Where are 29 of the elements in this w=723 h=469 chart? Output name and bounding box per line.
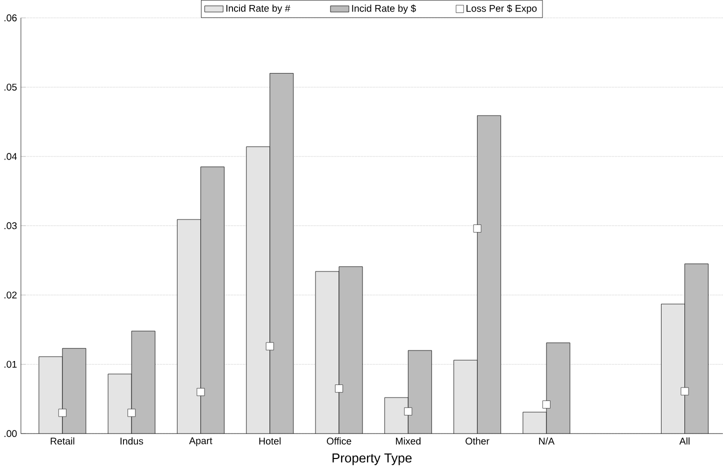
x-tick-label: Other (466, 438, 490, 445)
y-tick-label: .05 (4, 84, 17, 91)
point (128, 408, 136, 417)
y-tick-label: .04 (4, 153, 17, 160)
y-tick-label: .02 (4, 292, 17, 299)
point (266, 342, 274, 350)
y-tick-label: .00 (4, 430, 17, 438)
y-tick-label: .03 (4, 222, 17, 230)
x-tick-label: Retail (50, 438, 74, 445)
legend-label: Incid Rate by $ (352, 4, 416, 14)
point (680, 387, 689, 396)
y-tick-label: .01 (4, 360, 17, 368)
point (335, 384, 344, 393)
x-tick-label: All (679, 438, 690, 445)
legend-label: Loss Per $ Expo (466, 4, 537, 14)
x-tick-label: Office (326, 438, 352, 445)
y-tick-label: .06 (4, 14, 17, 22)
x-tick-label: N/A (539, 438, 555, 445)
point (542, 400, 550, 409)
point (58, 408, 66, 417)
x-tick-label: Indus (120, 438, 144, 445)
x-tick-label: Hotel (259, 438, 281, 445)
x-axis-title: Property Type (332, 454, 412, 466)
point (473, 224, 482, 233)
legend-label: Incid Rate by # (226, 4, 290, 14)
x-tick-label: Apart (189, 438, 212, 446)
x-tick-label: Mixed (396, 438, 420, 445)
point (196, 388, 205, 396)
point (404, 408, 412, 416)
